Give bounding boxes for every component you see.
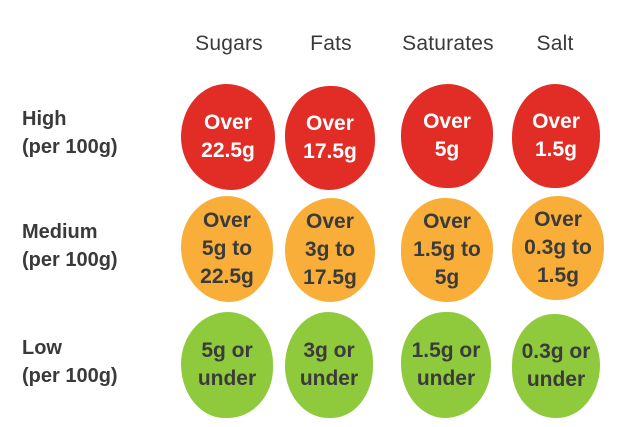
- high-fats-cell: Over 17.5g: [285, 86, 375, 190]
- row-basis-low: (per 100g): [22, 365, 118, 387]
- high-fats-value: Over 17.5g: [303, 112, 357, 163]
- row-level-high: High: [22, 108, 67, 130]
- medium-saturates-cell: Over 1.5g to 5g: [401, 198, 493, 302]
- column-header-salt: Salt: [536, 32, 574, 55]
- medium-sugars-value: Over 5g to 22.5g: [200, 209, 254, 288]
- low-saturates-value: 1.5g or under: [411, 339, 481, 390]
- low-fats-cell: 3g or under: [285, 312, 373, 418]
- medium-salt-cell: Over 0.3g to 1.5g: [512, 196, 604, 300]
- high-sugars-cell: Over 22.5g: [181, 84, 275, 190]
- low-salt-value: 0.3g or under: [521, 340, 591, 391]
- medium-saturates-value: Over 1.5g to 5g: [413, 210, 481, 289]
- high-saturates-cell: Over 5g: [401, 84, 493, 188]
- row-label-low: Low (per 100g): [22, 334, 172, 390]
- low-sugars-value: 5g or under: [197, 339, 257, 390]
- row-basis-high: (per 100g): [22, 136, 118, 158]
- column-header-fats: Fats: [310, 32, 352, 55]
- column-header-saturates: Saturates: [402, 32, 494, 55]
- low-sugars-cell: 5g or under: [181, 312, 273, 418]
- row-level-medium: Medium: [22, 221, 98, 243]
- high-sugars-value: Over 22.5g: [201, 111, 255, 162]
- medium-salt-value: Over 0.3g to 1.5g: [524, 208, 592, 287]
- low-saturates-cell: 1.5g or under: [401, 312, 491, 418]
- medium-fats-cell: Over 3g to 17.5g: [285, 198, 375, 302]
- high-salt-cell: Over 1.5g: [512, 84, 600, 188]
- column-header-sugars: Sugars: [195, 32, 263, 55]
- row-label-high: High (per 100g): [22, 105, 172, 161]
- row-label-medium: Medium (per 100g): [22, 218, 172, 274]
- high-salt-value: Over 1.5g: [532, 110, 580, 161]
- high-saturates-value: Over 5g: [423, 110, 471, 161]
- low-fats-value: 3g or under: [299, 339, 359, 390]
- low-salt-cell: 0.3g or under: [512, 314, 600, 418]
- medium-sugars-cell: Over 5g to 22.5g: [181, 196, 273, 302]
- row-level-low: Low: [22, 337, 62, 359]
- row-basis-medium: (per 100g): [22, 249, 118, 271]
- medium-fats-value: Over 3g to 17.5g: [303, 210, 357, 289]
